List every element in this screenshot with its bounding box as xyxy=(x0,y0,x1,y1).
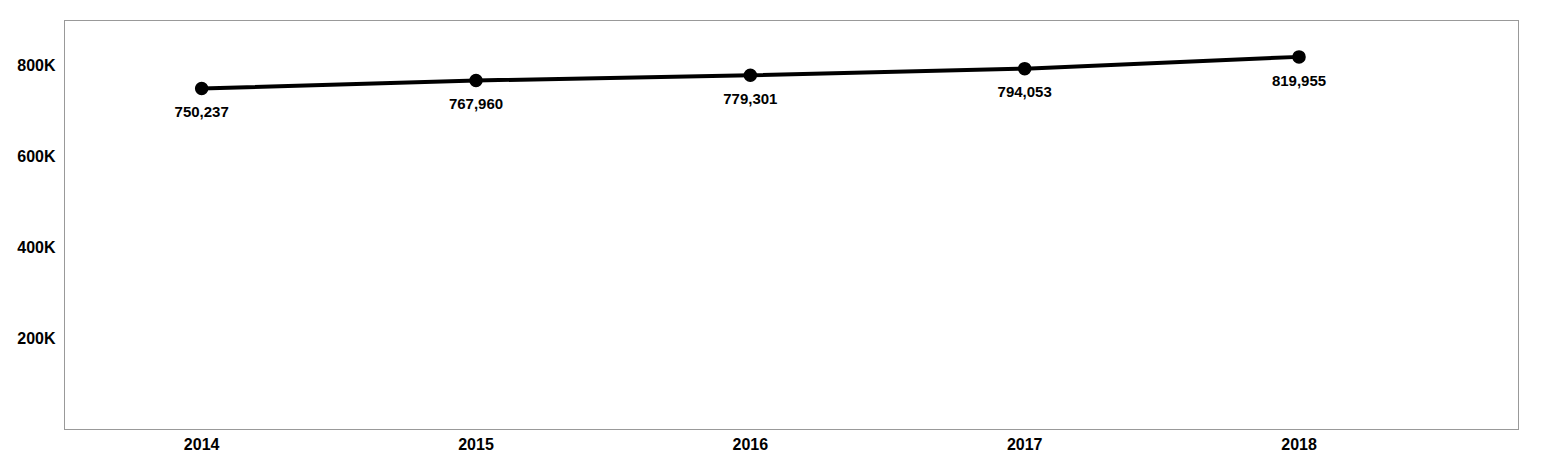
svg-text:2014: 2014 xyxy=(184,436,220,453)
svg-text:600K: 600K xyxy=(17,148,56,165)
svg-text:767,960: 767,960 xyxy=(449,95,503,112)
svg-text:400K: 400K xyxy=(17,239,56,256)
svg-text:819,955: 819,955 xyxy=(1272,72,1326,89)
svg-text:779,301: 779,301 xyxy=(723,90,777,107)
svg-text:2016: 2016 xyxy=(733,436,769,453)
svg-text:750,237: 750,237 xyxy=(175,103,229,120)
svg-text:800K: 800K xyxy=(17,57,56,74)
svg-text:2018: 2018 xyxy=(1281,436,1317,453)
svg-text:200K: 200K xyxy=(17,330,56,347)
svg-text:794,053: 794,053 xyxy=(998,83,1052,100)
svg-text:2017: 2017 xyxy=(1007,436,1043,453)
svg-text:2015: 2015 xyxy=(458,436,494,453)
